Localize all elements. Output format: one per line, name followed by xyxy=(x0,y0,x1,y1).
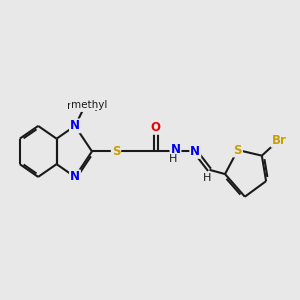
Text: H: H xyxy=(169,154,178,164)
Text: N: N xyxy=(70,119,80,132)
Text: N: N xyxy=(190,145,200,158)
Text: S: S xyxy=(233,143,242,157)
Text: methyl: methyl xyxy=(82,106,87,107)
Text: methyl: methyl xyxy=(86,105,91,106)
Text: N: N xyxy=(170,143,181,156)
Text: methyl: methyl xyxy=(71,100,107,110)
Text: methyl: methyl xyxy=(67,101,103,111)
Text: O: O xyxy=(151,121,161,134)
Text: H: H xyxy=(203,173,212,183)
Text: Br: Br xyxy=(272,134,286,147)
Text: methyl: methyl xyxy=(56,97,114,115)
Text: N: N xyxy=(70,170,80,183)
Text: S: S xyxy=(112,145,120,158)
Text: methyl: methyl xyxy=(61,99,109,113)
